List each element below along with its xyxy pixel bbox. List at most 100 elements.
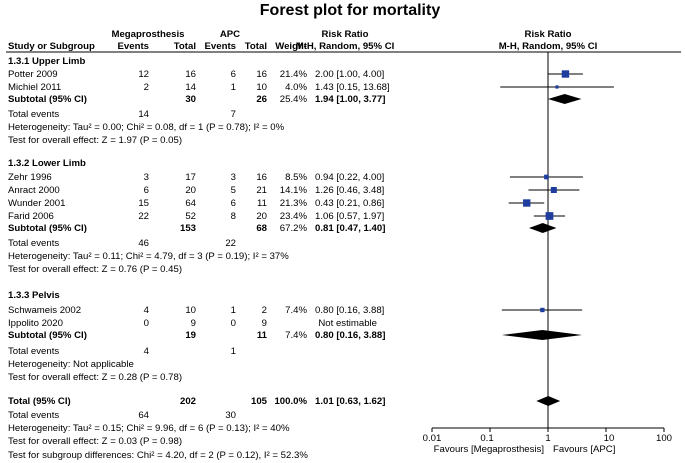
exp-total: 52: [185, 211, 196, 222]
study-marker: [561, 70, 570, 78]
ctl-events: 3: [231, 172, 236, 183]
subgroup-title: 1.3.1 Upper Limb: [8, 56, 85, 67]
study-name: Wunder 2001: [8, 198, 65, 209]
weight: 23.4%: [280, 211, 308, 222]
axis-tick-label: 1: [545, 433, 550, 444]
subtotal-row: Subtotal (95% CI) 153 68 67.2% 0.81 [0.4…: [8, 223, 385, 234]
col-ctl-events: Events: [205, 41, 236, 52]
subtotal-ctl-total: 68: [256, 223, 267, 234]
subtotal-row: Subtotal (95% CI) 30 26 25.4% 1.94 [1.00…: [8, 94, 385, 105]
study-name: Farid 2006: [8, 211, 54, 222]
overall-effect-text: Test for overall effect: Z = 0.28 (P = 0…: [8, 372, 182, 383]
study-row: Schwameis 2002 4 10 1 2 7.4% 0.80 [0.16,…: [8, 305, 384, 316]
subtotal-label: Subtotal (95% CI): [8, 94, 87, 105]
study-marker: [540, 307, 545, 313]
subgroup-title: 1.3.2 Lower Limb: [8, 158, 86, 169]
col-method-plot: M-H, Random, 95% CI: [499, 41, 598, 52]
header-apc: APC: [220, 29, 240, 40]
weight: 4.0%: [285, 82, 307, 93]
subtotal-ctl-total: 11: [257, 330, 268, 341]
subtotal-ci: 0.80 [0.16, 3.88]: [315, 330, 385, 341]
subgroup-title: 1.3.3 Pelvis: [8, 290, 60, 301]
total-events-label: Total events: [8, 410, 59, 421]
subtotal-ci: 0.81 [0.47, 1.40]: [315, 223, 385, 234]
study-name: Ippolito 2020: [8, 318, 63, 329]
study-name: Anract 2000: [8, 185, 60, 196]
study-name: Zehr 1996: [8, 172, 52, 183]
total-events-row: Total events 46 22: [8, 238, 236, 249]
exp-events: 3: [144, 172, 149, 183]
study-row: Potter 2009 12 16 6 16 21.4% 2.00 [1.00,…: [8, 69, 384, 80]
total-events-ctl: 30: [225, 410, 236, 421]
subtotal-ci: 1.94 [1.00, 3.77]: [315, 94, 385, 105]
ctl-total: 10: [256, 82, 267, 93]
weight: 7.4%: [285, 305, 307, 316]
ctl-total: 16: [256, 69, 267, 80]
col-method: M-H, Random, 95% CI: [296, 41, 395, 52]
col-exp-events: Events: [118, 41, 149, 52]
col-study: Study or Subgroup: [8, 41, 95, 52]
overall-diamond: [536, 396, 561, 406]
overall-label: Total (95% CI): [8, 396, 71, 407]
subtotal-weight: 25.4%: [280, 94, 308, 105]
weight: 21.4%: [280, 69, 308, 80]
exp-total: 17: [185, 172, 196, 183]
plot-title: Forest plot for mortality: [260, 2, 441, 19]
ci-text: 1.06 [0.57, 1.97]: [315, 211, 384, 222]
total-events-label: Total events: [8, 109, 59, 120]
study-marker: [523, 199, 531, 207]
total-events-exp: 46: [138, 238, 149, 249]
ctl-total: 11: [257, 198, 267, 209]
subtotal-exp-total: 30: [185, 94, 196, 105]
heterogeneity-text: Heterogeneity: Not applicable: [8, 359, 134, 370]
subtotal-diamond: [528, 223, 557, 233]
exp-events: 2: [144, 82, 149, 93]
axis-tick-label: 0.1: [480, 433, 493, 444]
exp-total: 16: [185, 69, 196, 80]
ci-text: Not estimable: [318, 318, 377, 329]
study-row: Anract 2000 6 20 5 21 14.1% 1.26 [0.46, …: [8, 185, 384, 196]
ctl-events: 8: [231, 211, 236, 222]
total-events-label: Total events: [8, 346, 59, 357]
exp-events: 0: [144, 318, 149, 329]
exp-events: 4: [144, 305, 150, 316]
overall-ctl-total: 105: [251, 396, 268, 407]
exp-total: 10: [185, 305, 196, 316]
exp-total: 20: [185, 185, 196, 196]
ctl-total: 21: [256, 185, 267, 196]
study-marker: [555, 85, 559, 89]
overall-heterogeneity-text: Heterogeneity: Tau² = 0.15; Chi² = 9.96,…: [8, 423, 290, 434]
ci-text: 0.43 [0.21, 0.86]: [315, 198, 384, 209]
weight: 14.1%: [280, 185, 308, 196]
weight: 8.5%: [285, 172, 307, 183]
ci-text: 2.00 [1.00, 4.00]: [315, 69, 384, 80]
subtotal-label: Subtotal (95% CI): [8, 330, 87, 341]
header-risk-ratio-plot: Risk Ratio: [525, 29, 572, 40]
total-events-exp: 4: [144, 346, 150, 357]
ctl-total: 9: [262, 318, 267, 329]
subgroup-diff-text: Test for subgroup differences: Chi² = 4.…: [8, 450, 308, 461]
plot-marks: [431, 52, 665, 432]
ci-text: 0.94 [0.22, 4.00]: [315, 172, 384, 183]
axis-tick-label: 10: [604, 433, 615, 444]
exp-events: 12: [138, 69, 149, 80]
ctl-events: 6: [231, 69, 236, 80]
study-row: Michiel 2011 2 14 1 10 4.0% 1.43 [0.15, …: [8, 82, 390, 93]
study-row: Ippolito 2020 0 9 0 9 Not estimable: [8, 318, 377, 329]
total-events-row: Total events 64 30: [8, 410, 236, 421]
ctl-events: 1: [231, 82, 236, 93]
study-marker: [545, 212, 554, 220]
subtotal-weight: 67.2%: [280, 223, 308, 234]
axis-tick-label: 100: [656, 433, 672, 444]
ci-text: 1.43 [0.15, 13.68]: [315, 82, 390, 93]
subtotal-ctl-total: 26: [256, 94, 267, 105]
header-risk-ratio: Risk Ratio: [322, 29, 369, 40]
header-megaprosthesis: Megaprosthesis: [111, 29, 184, 40]
ctl-total: 20: [256, 211, 267, 222]
subtotal-exp-total: 19: [185, 330, 196, 341]
total-events-label: Total events: [8, 238, 59, 249]
subtotal-label: Subtotal (95% CI): [8, 223, 87, 234]
overall-effect-text: Test for overall effect: Z = 0.03 (P = 0…: [8, 436, 182, 447]
heterogeneity-text: Heterogeneity: Tau² = 0.00; Chi² = 0.08,…: [8, 122, 285, 133]
favours-right-label: Favours [APC]: [553, 444, 615, 455]
